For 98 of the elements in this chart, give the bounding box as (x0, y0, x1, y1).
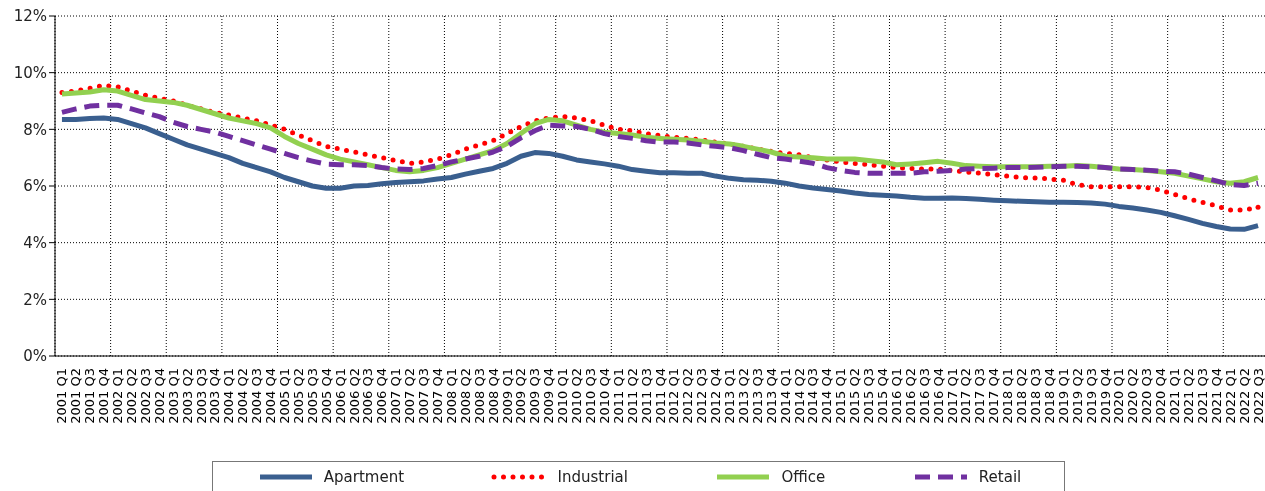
x-tick-label: 2014 Q4 (819, 368, 835, 424)
x-tick-label: 2008 Q2 (457, 368, 473, 424)
x-tick-label: 2011 Q1 (610, 368, 626, 424)
y-tick-label: 12% (13, 7, 47, 26)
x-tick-label: 2008 Q1 (443, 368, 459, 424)
x-tick-label: 2011 Q3 (638, 368, 654, 424)
x-tick-label: 2008 Q3 (471, 368, 487, 424)
x-tick-label: 2004 Q3 (249, 368, 265, 424)
y-tick-label: 4% (23, 233, 47, 252)
x-tick-label: 2019 Q1 (1055, 368, 1071, 424)
x-tick-label: 2003 Q3 (193, 368, 209, 424)
x-tick-label: 2020 Q1 (1111, 368, 1127, 424)
x-tick-label: 2015 Q2 (847, 368, 863, 424)
x-tick-label: 2017 Q3 (972, 368, 988, 424)
x-tick-label: 2003 Q2 (179, 368, 195, 424)
x-tick-label: 2016 Q3 (916, 368, 932, 424)
x-tick-label: 2002 Q1 (110, 368, 126, 424)
x-tick-label: 2014 Q2 (791, 368, 807, 424)
x-tick-label: 2010 Q4 (596, 368, 612, 424)
x-tick-label: 2018 Q1 (1000, 368, 1016, 424)
x-tick-label: 2007 Q3 (416, 368, 432, 424)
x-tick-label: 2010 Q1 (555, 368, 571, 424)
x-tick-label: 2002 Q3 (137, 368, 153, 424)
x-tick-label: 2009 Q4 (541, 368, 557, 424)
x-tick-label: 2007 Q2 (402, 368, 418, 424)
x-tick-label: 2019 Q3 (1083, 368, 1099, 424)
x-tick-label: 2015 Q3 (861, 368, 877, 424)
x-tick-label: 2021 Q3 (1194, 368, 1210, 424)
x-tick-label: 2012 Q2 (680, 368, 696, 424)
x-tick-label: 2006 Q4 (374, 368, 390, 424)
x-tick-label: 2017 Q4 (986, 368, 1002, 424)
x-tick-label: 2009 Q2 (513, 368, 529, 424)
x-tick-label: 2013 Q3 (749, 368, 765, 424)
y-tick-label: 10% (13, 63, 47, 82)
x-tick-label: 2018 Q2 (1014, 368, 1030, 424)
x-tick-label: 2012 Q4 (708, 368, 724, 424)
x-tick-label: 2009 Q1 (499, 368, 515, 424)
x-tick-label: 2003 Q1 (165, 368, 181, 424)
x-tick-label: 2005 Q3 (304, 368, 320, 424)
x-tick-label: 2022 Q2 (1236, 368, 1252, 424)
x-tick-label: 2001 Q4 (96, 368, 112, 424)
x-tick-label: 2019 Q2 (1069, 368, 1085, 424)
legend-label: Apartment (323, 467, 405, 486)
x-tick-label: 2022 Q1 (1222, 368, 1238, 424)
x-tick-label: 2004 Q4 (263, 368, 279, 424)
x-tick-label: 2012 Q1 (666, 368, 682, 424)
x-tick-label: 2016 Q2 (902, 368, 918, 424)
x-tick-label: 2002 Q2 (123, 368, 139, 424)
x-tick-label: 2010 Q2 (569, 368, 585, 424)
x-tick-label: 2019 Q4 (1097, 368, 1113, 424)
x-tick-label: 2010 Q3 (582, 368, 598, 424)
x-tick-label: 2022 Q3 (1250, 368, 1265, 424)
x-tick-label: 2017 Q2 (958, 368, 974, 424)
x-tick-label: 2008 Q4 (485, 368, 501, 424)
x-tick-label: 2014 Q3 (805, 368, 821, 424)
x-tick-label: 2005 Q1 (276, 368, 292, 424)
x-tick-label: 2005 Q2 (290, 368, 306, 424)
x-tick-label: 2006 Q3 (360, 368, 376, 424)
x-tick-label: 2001 Q3 (82, 368, 98, 424)
x-tick-label: 2003 Q4 (207, 368, 223, 424)
x-tick-label: 2020 Q2 (1125, 368, 1141, 424)
y-tick-label: 6% (23, 177, 47, 196)
x-tick-label: 2012 Q3 (694, 368, 710, 424)
x-tick-label: 2014 Q1 (777, 368, 793, 424)
legend-label: Office (781, 467, 826, 486)
x-tick-label: 2015 Q4 (875, 368, 891, 424)
x-tick-label: 2020 Q4 (1153, 368, 1169, 424)
x-tick-label: 2009 Q3 (527, 368, 543, 424)
x-tick-label: 2001 Q1 (54, 368, 70, 424)
x-tick-label: 2015 Q1 (833, 368, 849, 424)
x-tick-label: 2002 Q4 (151, 368, 167, 424)
legend-label: Retail (978, 467, 1022, 486)
x-tick-label: 2007 Q4 (429, 368, 445, 424)
x-tick-label: 2021 Q2 (1181, 368, 1197, 424)
x-tick-label: 2021 Q4 (1208, 368, 1224, 424)
x-tick-label: 2007 Q1 (388, 368, 404, 424)
x-tick-label: 2013 Q4 (763, 368, 779, 424)
x-tick-label: 2004 Q1 (221, 368, 237, 424)
x-tick-label: 2021 Q1 (1167, 368, 1183, 424)
x-tick-label: 2013 Q2 (735, 368, 751, 424)
x-tick-label: 2005 Q4 (318, 368, 334, 424)
x-tick-label: 2018 Q4 (1041, 368, 1057, 424)
legend-label: Industrial (557, 467, 628, 486)
x-tick-label: 2013 Q1 (722, 368, 738, 424)
x-tick-label: 2020 Q3 (1139, 368, 1155, 424)
x-tick-label: 2004 Q2 (235, 368, 251, 424)
x-tick-label: 2011 Q2 (624, 368, 640, 424)
y-tick-label: 0% (23, 347, 47, 366)
x-tick-label: 2016 Q1 (888, 368, 904, 424)
y-tick-label: 8% (23, 120, 47, 139)
x-tick-label: 2001 Q2 (68, 368, 84, 424)
x-tick-label: 2016 Q4 (930, 368, 946, 424)
y-tick-label: 2% (23, 290, 47, 309)
x-tick-label: 2006 Q2 (346, 368, 362, 424)
x-tick-label: 2006 Q1 (332, 368, 348, 424)
x-tick-label: 2018 Q3 (1028, 368, 1044, 424)
x-tick-label: 2017 Q1 (944, 368, 960, 424)
x-tick-label: 2011 Q4 (652, 368, 668, 424)
